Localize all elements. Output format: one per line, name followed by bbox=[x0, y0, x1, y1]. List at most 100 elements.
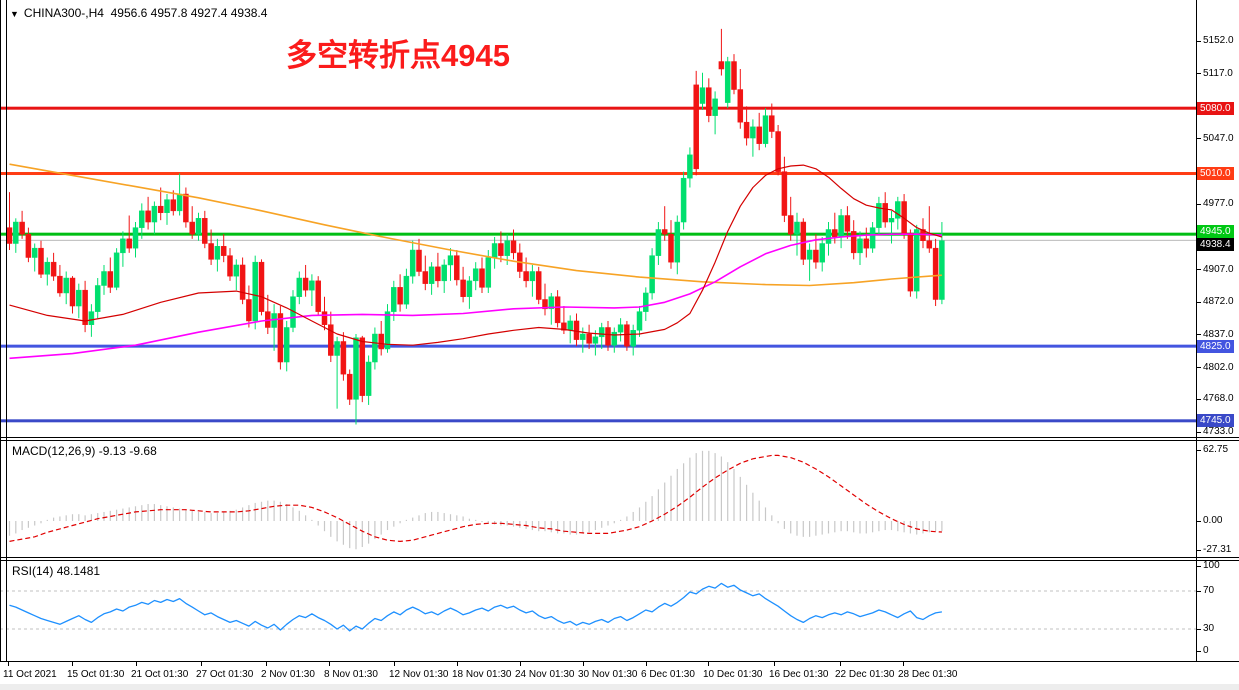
candle-body bbox=[346, 373, 353, 400]
candle-body bbox=[668, 233, 674, 263]
candle-body bbox=[183, 193, 189, 223]
candle-body bbox=[44, 261, 51, 275]
candle-body bbox=[737, 89, 744, 123]
candle-body bbox=[107, 271, 114, 288]
level-line-5080[interactable] bbox=[0, 106, 1196, 110]
candle-body bbox=[724, 61, 731, 103]
macd-tick-label: -27.31 bbox=[1203, 544, 1232, 555]
candle-body bbox=[13, 221, 19, 244]
pane-separator[interactable] bbox=[0, 437, 1239, 438]
level-line-5010[interactable] bbox=[0, 172, 1196, 176]
price-badge-4745.0: 4745.0 bbox=[1197, 414, 1234, 428]
candle-body bbox=[403, 275, 410, 305]
pane-separator[interactable] bbox=[0, 557, 1239, 558]
date-label: 30 Nov 01:30 bbox=[578, 669, 638, 680]
candle-body bbox=[441, 264, 447, 282]
level-line-4938.4[interactable] bbox=[0, 239, 1196, 241]
candle-body bbox=[214, 246, 221, 260]
price-tick-label: 4802.0 bbox=[1203, 361, 1234, 373]
candle-body bbox=[315, 280, 321, 312]
candle-body bbox=[378, 333, 384, 350]
candle-body bbox=[850, 231, 857, 254]
macd-indicator-label: MACD(12,26,9) -9.13 -9.68 bbox=[12, 444, 157, 458]
candle-body bbox=[132, 227, 139, 249]
candle-body bbox=[50, 261, 57, 277]
candle-body bbox=[567, 320, 573, 331]
date-label: 28 Dec 01:30 bbox=[898, 669, 958, 680]
rsi-tick bbox=[1196, 650, 1201, 652]
candle-body bbox=[63, 277, 69, 294]
candle-body bbox=[687, 154, 693, 179]
price-tick-label: 4872.0 bbox=[1203, 296, 1234, 308]
candle-body bbox=[57, 275, 63, 294]
candle-body bbox=[825, 229, 832, 244]
candle-body bbox=[353, 337, 359, 400]
rsi-tick-label: 30 bbox=[1203, 623, 1215, 634]
candle-body bbox=[302, 277, 309, 291]
price-tick bbox=[1196, 334, 1201, 336]
price-tick-label: 4907.0 bbox=[1203, 263, 1234, 275]
candle-body bbox=[428, 266, 435, 284]
price-tick-label: 4837.0 bbox=[1203, 328, 1234, 340]
candle-body bbox=[586, 333, 592, 344]
candle-body bbox=[863, 238, 870, 249]
candle-body bbox=[926, 240, 933, 249]
price-tick-label: 5047.0 bbox=[1203, 132, 1234, 144]
pane-separator[interactable] bbox=[0, 560, 1239, 561]
chart-title: ▼ CHINA300-,H4 4956.6 4957.8 4927.4 4938.… bbox=[10, 6, 267, 20]
candle-body bbox=[479, 268, 485, 288]
candle-body bbox=[535, 271, 542, 300]
date-label: 8 Nov 01:30 bbox=[324, 669, 378, 680]
level-line-4945[interactable] bbox=[0, 232, 1196, 236]
date-tick bbox=[646, 661, 647, 666]
price-tick-label: 4977.0 bbox=[1203, 198, 1234, 210]
candle-body bbox=[365, 361, 372, 396]
candle-body bbox=[460, 279, 466, 297]
candle-body bbox=[283, 327, 290, 363]
date-tick bbox=[840, 661, 841, 666]
candle-body bbox=[932, 247, 939, 300]
candle-body bbox=[485, 257, 492, 288]
candle-body bbox=[391, 287, 397, 312]
level-line-4745[interactable] bbox=[0, 419, 1196, 423]
rsi-indicator-label: RSI(14) 48.1481 bbox=[12, 564, 101, 578]
candle-body bbox=[334, 341, 340, 356]
candle-body bbox=[19, 221, 25, 235]
candle-body bbox=[680, 177, 687, 223]
level-line-4825[interactable] bbox=[0, 344, 1196, 348]
price-badge-5010.0: 5010.0 bbox=[1197, 167, 1234, 180]
rsi-pane-layer bbox=[0, 582, 1196, 632]
candle-body bbox=[38, 247, 44, 275]
price-tick bbox=[1196, 431, 1201, 433]
date-label: 21 Oct 01:30 bbox=[131, 669, 189, 680]
candle-body bbox=[504, 240, 510, 256]
time-axis-border bbox=[0, 661, 1239, 662]
candle-body bbox=[706, 87, 712, 116]
price-tick bbox=[1196, 301, 1201, 303]
candle-body bbox=[775, 131, 781, 172]
pane-separator[interactable] bbox=[0, 440, 1239, 441]
candle-body bbox=[743, 121, 750, 139]
date-tick bbox=[266, 661, 267, 666]
candle-body bbox=[126, 238, 132, 249]
candle-body bbox=[882, 203, 888, 223]
candle-body bbox=[655, 229, 662, 256]
annotation-text[interactable]: 多空转折点4945 bbox=[286, 38, 510, 73]
date-tick bbox=[8, 661, 9, 666]
symbol-dropdown-icon[interactable]: ▼ bbox=[10, 9, 19, 19]
candle-body bbox=[157, 205, 164, 213]
date-tick bbox=[774, 661, 775, 666]
candle-body bbox=[857, 238, 863, 254]
macd-tick bbox=[1196, 449, 1201, 451]
rsi-tick-label: 70 bbox=[1203, 585, 1215, 596]
candle-body bbox=[617, 324, 624, 333]
price-tick-label: 5152.0 bbox=[1203, 35, 1234, 46]
date-label: 22 Dec 01:30 bbox=[835, 669, 895, 680]
candle-body bbox=[321, 311, 328, 325]
candle-body bbox=[649, 255, 655, 294]
candle-body bbox=[605, 327, 611, 346]
date-tick bbox=[136, 661, 137, 666]
candle-body bbox=[787, 215, 794, 235]
